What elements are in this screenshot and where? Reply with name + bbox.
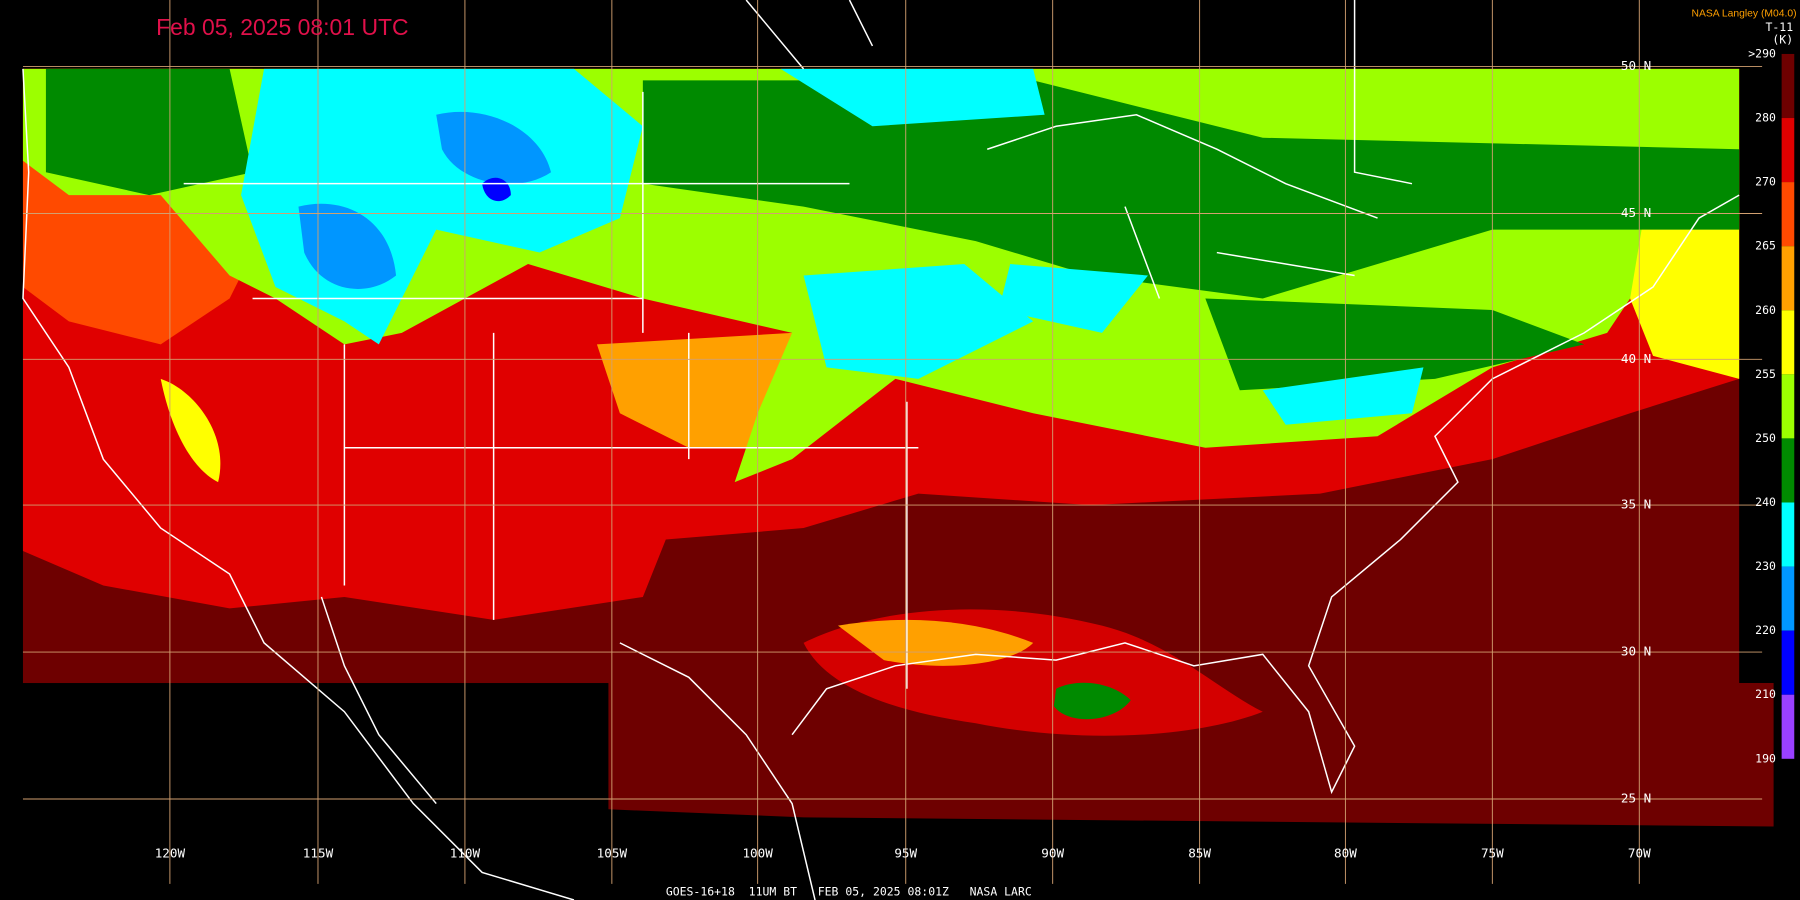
colorbar-title: T-11: [1765, 20, 1793, 34]
colorbar-swatch: [1781, 630, 1795, 695]
cold-cloud: [45, 68, 1740, 391]
colorbar-label: 280: [1755, 111, 1776, 125]
colorbar-label: 250: [1755, 431, 1776, 445]
colorbar-swatch: [1781, 310, 1795, 375]
colorbar-label: 210: [1755, 687, 1776, 701]
colorbar-label: 230: [1755, 559, 1776, 573]
longitude-label: 85W: [1188, 846, 1211, 861]
great-lakes: [987, 114, 1378, 299]
colorbar-swatch: [1781, 246, 1795, 311]
atlantic-yellow: [1630, 206, 1740, 379]
image-south: [608, 683, 1774, 827]
latitude-label: 40 N: [1621, 351, 1651, 366]
canada-borders: [745, 0, 1413, 185]
colorbar-label: >290: [1748, 46, 1776, 60]
longitude-label: 100W: [742, 846, 773, 861]
longitude-label: 110W: [450, 846, 481, 861]
west-coast: [22, 68, 575, 900]
colorbar: >290 280 270 265 260 255 250 240 230 220 210 190: [1748, 46, 1795, 765]
latitude-label: 50 N: [1621, 58, 1651, 73]
longitude-label: 90W: [1041, 846, 1064, 861]
cloud-gulf-green: [1053, 682, 1131, 720]
colorbar-label: 190: [1755, 751, 1776, 765]
baja: [320, 596, 437, 805]
colorbar-swatch: [1781, 374, 1795, 439]
coldest-cloud: [298, 111, 552, 289]
colorbar-label: 255: [1755, 367, 1776, 381]
latitude-label: 30 N: [1621, 644, 1651, 659]
coastlines: [22, 0, 1740, 900]
longitude-label: 75W: [1481, 846, 1504, 861]
colorbar-swatch: [1781, 438, 1795, 503]
source: NASA Langley (M04.0): [1691, 9, 1796, 20]
colorbar-unit: (K): [1772, 33, 1793, 47]
footer: GOES-16+18 11UM BT FEB 05, 2025 08:01Z N…: [666, 884, 1032, 898]
colorbar-swatch: [1781, 566, 1795, 631]
latitude-label: 25 N: [1621, 790, 1651, 805]
timestamp: Feb 05, 2025 08:01 UTC: [156, 14, 408, 40]
colorbar-swatch: [1781, 502, 1795, 567]
longitude-label: 95W: [894, 846, 917, 861]
colorbar-label: 240: [1755, 495, 1776, 509]
latitude-label: 45 N: [1621, 205, 1651, 220]
latitude-label: 35 N: [1621, 497, 1651, 512]
imagery: [22, 68, 1774, 827]
east-gulf-coast: [791, 194, 1740, 795]
colorbar-swatch: [1781, 118, 1795, 183]
colorbar-label: 260: [1755, 303, 1776, 317]
orange-patch: [596, 332, 793, 448]
longitude-label: 115W: [303, 846, 334, 861]
longitude-label: 120W: [155, 846, 186, 861]
state-borders: [183, 91, 919, 689]
texas-mexico-coast: [619, 642, 816, 900]
colorbar-swatch: [1781, 53, 1795, 119]
colorbar-label: 220: [1755, 623, 1776, 637]
longitude-label: 70W: [1628, 846, 1651, 861]
colorbar-label: 265: [1755, 239, 1776, 253]
colorbar-swatch: [1781, 694, 1795, 759]
colorbar-label: 270: [1755, 175, 1776, 189]
sierra-cloud: [160, 378, 221, 483]
graticule: 50 N 45 N 40 N 35 N 30 N 25 N 120W 115W 110W 105W…: [22, 0, 1763, 884]
longitude-label: 105W: [597, 846, 628, 861]
longitude-label: 80W: [1334, 846, 1357, 861]
colorbar-swatch: [1781, 182, 1795, 247]
